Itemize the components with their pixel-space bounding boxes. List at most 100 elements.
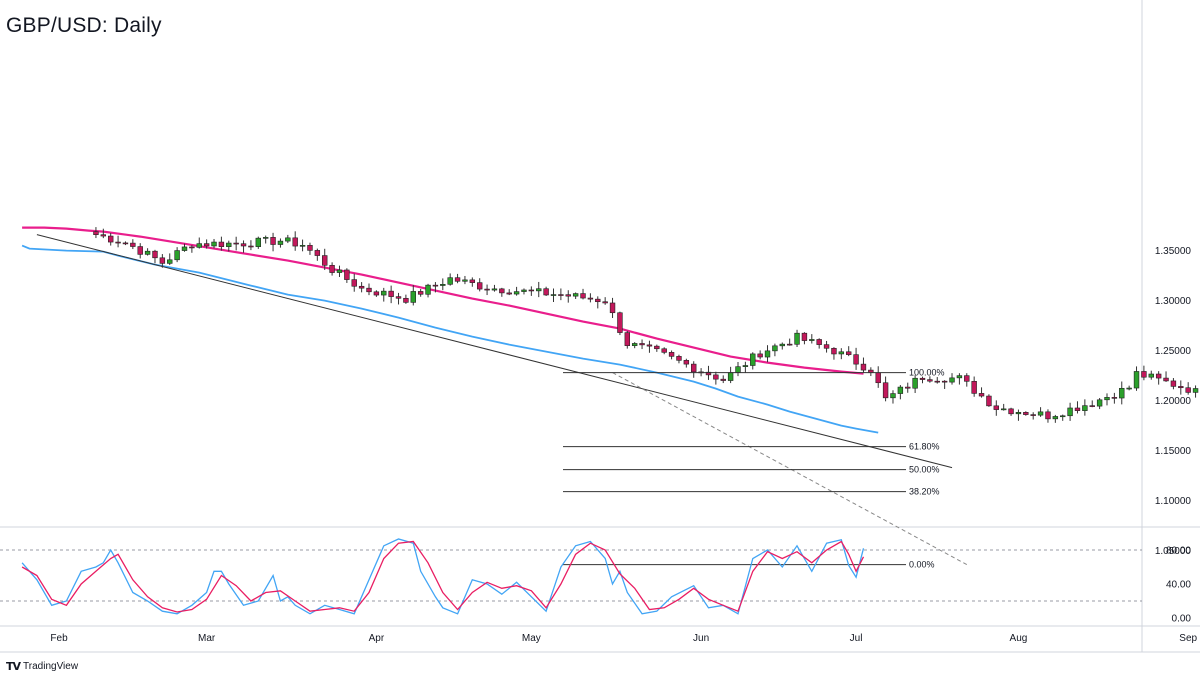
candle-body (683, 360, 690, 365)
candle-body (358, 285, 365, 289)
candle-body (322, 255, 328, 266)
candle-body (853, 354, 859, 365)
candle-body (1089, 405, 1095, 407)
candle-body (159, 257, 166, 264)
candle-body (454, 277, 461, 282)
chart-title: GBP/USD: Daily (6, 14, 162, 37)
candle-body (410, 291, 416, 303)
candle-body (897, 386, 904, 394)
candles (93, 227, 1199, 423)
candle-body (1185, 387, 1191, 393)
candle-body (1192, 388, 1199, 393)
candle-body (152, 250, 158, 259)
candle-body (609, 302, 616, 314)
candle-body (794, 332, 800, 345)
candle-body (602, 301, 608, 304)
candle-body (941, 380, 948, 383)
candle-body (1178, 386, 1184, 389)
price-tick-label: 1.15000 (1155, 446, 1192, 457)
time-tick-label: Apr (369, 633, 385, 644)
candle-body (240, 243, 247, 247)
candle-body (506, 292, 512, 295)
candle-body (395, 296, 402, 299)
price-tick-label: 1.20000 (1155, 396, 1192, 407)
candle-body (314, 250, 321, 256)
candle-body (565, 294, 571, 297)
fib-level-label: 100.00% (909, 368, 945, 378)
time-tick-label: Jun (693, 633, 709, 644)
candle-body (536, 288, 542, 292)
time-tick-label: Aug (1010, 633, 1028, 644)
candle-body (1111, 397, 1118, 399)
candle-body (1030, 414, 1036, 416)
candle-body (100, 234, 107, 237)
candle-body (366, 287, 372, 293)
candle-body (226, 242, 232, 247)
candle-body (476, 282, 483, 290)
candle-body (1148, 373, 1154, 378)
candle-body (1104, 397, 1110, 401)
candle-body (978, 393, 985, 397)
candle-body (587, 297, 594, 300)
candle-body (964, 375, 970, 382)
stoch-tick-label: 40.00 (1166, 580, 1191, 591)
candle-body (624, 332, 631, 346)
price-tick-label: 1.05000 (1155, 546, 1192, 557)
candle-body (786, 343, 793, 346)
candle-body (1096, 399, 1103, 407)
candle-body (93, 231, 99, 235)
candle-body (122, 242, 129, 245)
candle-body (181, 246, 188, 251)
candle-body (720, 378, 726, 381)
candle-body (993, 405, 1000, 410)
candle-body (1082, 405, 1088, 411)
candle-body (631, 343, 638, 346)
candle-body (292, 237, 298, 247)
stoch-d-line (21, 540, 865, 613)
candle-body (521, 289, 527, 292)
tradingview-logo[interactable]: 𝗧𝗩 TradingView (6, 660, 78, 673)
candle-body (196, 243, 202, 248)
candle-body (750, 353, 756, 366)
time-tick-label: Jul (850, 633, 863, 644)
candle-body (890, 393, 896, 399)
fib-level-label: 50.00% (909, 465, 940, 475)
candle-body (1023, 412, 1029, 415)
candle-body (757, 353, 763, 358)
candle-body (528, 289, 535, 292)
candle-body (654, 345, 660, 350)
candle-body (845, 351, 852, 355)
candle-body (351, 279, 357, 287)
candle-body (823, 344, 830, 349)
candle-body (403, 297, 409, 303)
candle-body (137, 246, 143, 255)
time-tick-label: Mar (198, 633, 216, 644)
candle-body (831, 347, 837, 355)
candle-body (646, 344, 653, 347)
candle-body (919, 377, 926, 380)
price-tick-label: 1.35000 (1155, 246, 1192, 257)
candle-body (838, 351, 845, 355)
candle-body (764, 350, 771, 358)
candle-body (816, 339, 822, 345)
candle-body (329, 265, 335, 273)
candle-body (1037, 411, 1044, 416)
candle-body (927, 379, 933, 382)
candle-body (1126, 387, 1132, 390)
candle-body (713, 374, 719, 380)
stoch-tick-label: 80.00 (1166, 546, 1191, 557)
candle-body (543, 288, 549, 296)
candle-body (248, 245, 254, 248)
candle-body (432, 284, 439, 287)
stoch-tick-label: 0.00 (1172, 614, 1192, 625)
time-tick-label: Feb (50, 633, 68, 644)
candle-body (491, 288, 498, 291)
price-tick-label: 1.30000 (1155, 296, 1192, 307)
candle-body (174, 250, 180, 261)
candle-body (1060, 415, 1066, 418)
price-tick-label: 1.10000 (1155, 496, 1192, 507)
candle-body (440, 284, 446, 286)
candle-body (986, 395, 992, 407)
candle-body (513, 291, 520, 295)
